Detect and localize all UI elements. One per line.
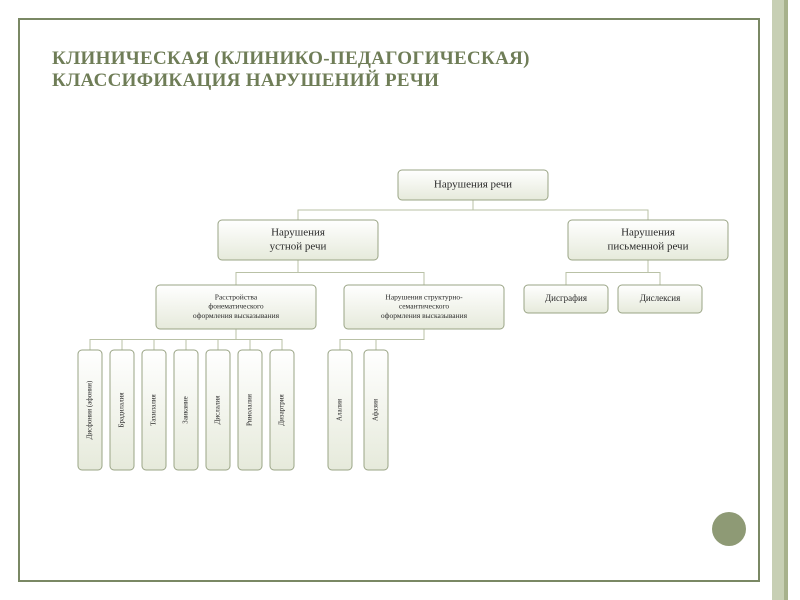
label-dyslex: Дислексия: [640, 293, 681, 303]
label-v8: Алалия: [336, 398, 344, 421]
label-written-0: Нарушения: [621, 227, 675, 239]
label-sem-1: семантического: [399, 302, 450, 311]
label-v5: Дислалия: [214, 395, 222, 425]
side-stripe: [772, 0, 784, 600]
classification-tree: Нарушения речиНарушенияустной речиНаруше…: [28, 150, 748, 520]
label-dysgr: Дисграфия: [545, 293, 587, 303]
label-oral-0: Нарушения: [271, 227, 325, 239]
slide: КЛИНИЧЕСКАЯ (КЛИНИКО-ПЕДАГОГИЧЕСКАЯ) КЛА…: [0, 0, 800, 600]
label-phon-2: оформления высказывания: [193, 311, 280, 320]
label-v4: Заикание: [182, 396, 190, 423]
slide-title: КЛИНИЧЕСКАЯ (КЛИНИКО-ПЕДАГОГИЧЕСКАЯ) КЛА…: [52, 48, 612, 92]
side-stripe-inner: [784, 0, 788, 600]
label-v9: Афазия: [372, 398, 380, 421]
label-root: Нарушения речи: [434, 179, 512, 191]
label-v7: Дизартрия: [278, 394, 286, 426]
label-oral-1: устной речи: [270, 240, 327, 252]
label-v1: Дисфония (афония): [86, 380, 94, 439]
label-v6: Ринолалия: [246, 393, 254, 426]
label-sem-2: оформления высказывания: [381, 311, 468, 320]
label-sem-0: Нарушения структурно-: [385, 292, 463, 301]
label-v3: Тахилалия: [150, 393, 158, 425]
label-v2: Брадилалия: [118, 392, 126, 428]
label-written-1: письменной речи: [608, 240, 689, 252]
label-phon-1: фонематического: [208, 302, 264, 311]
label-phon-0: Расстройства: [215, 292, 258, 301]
